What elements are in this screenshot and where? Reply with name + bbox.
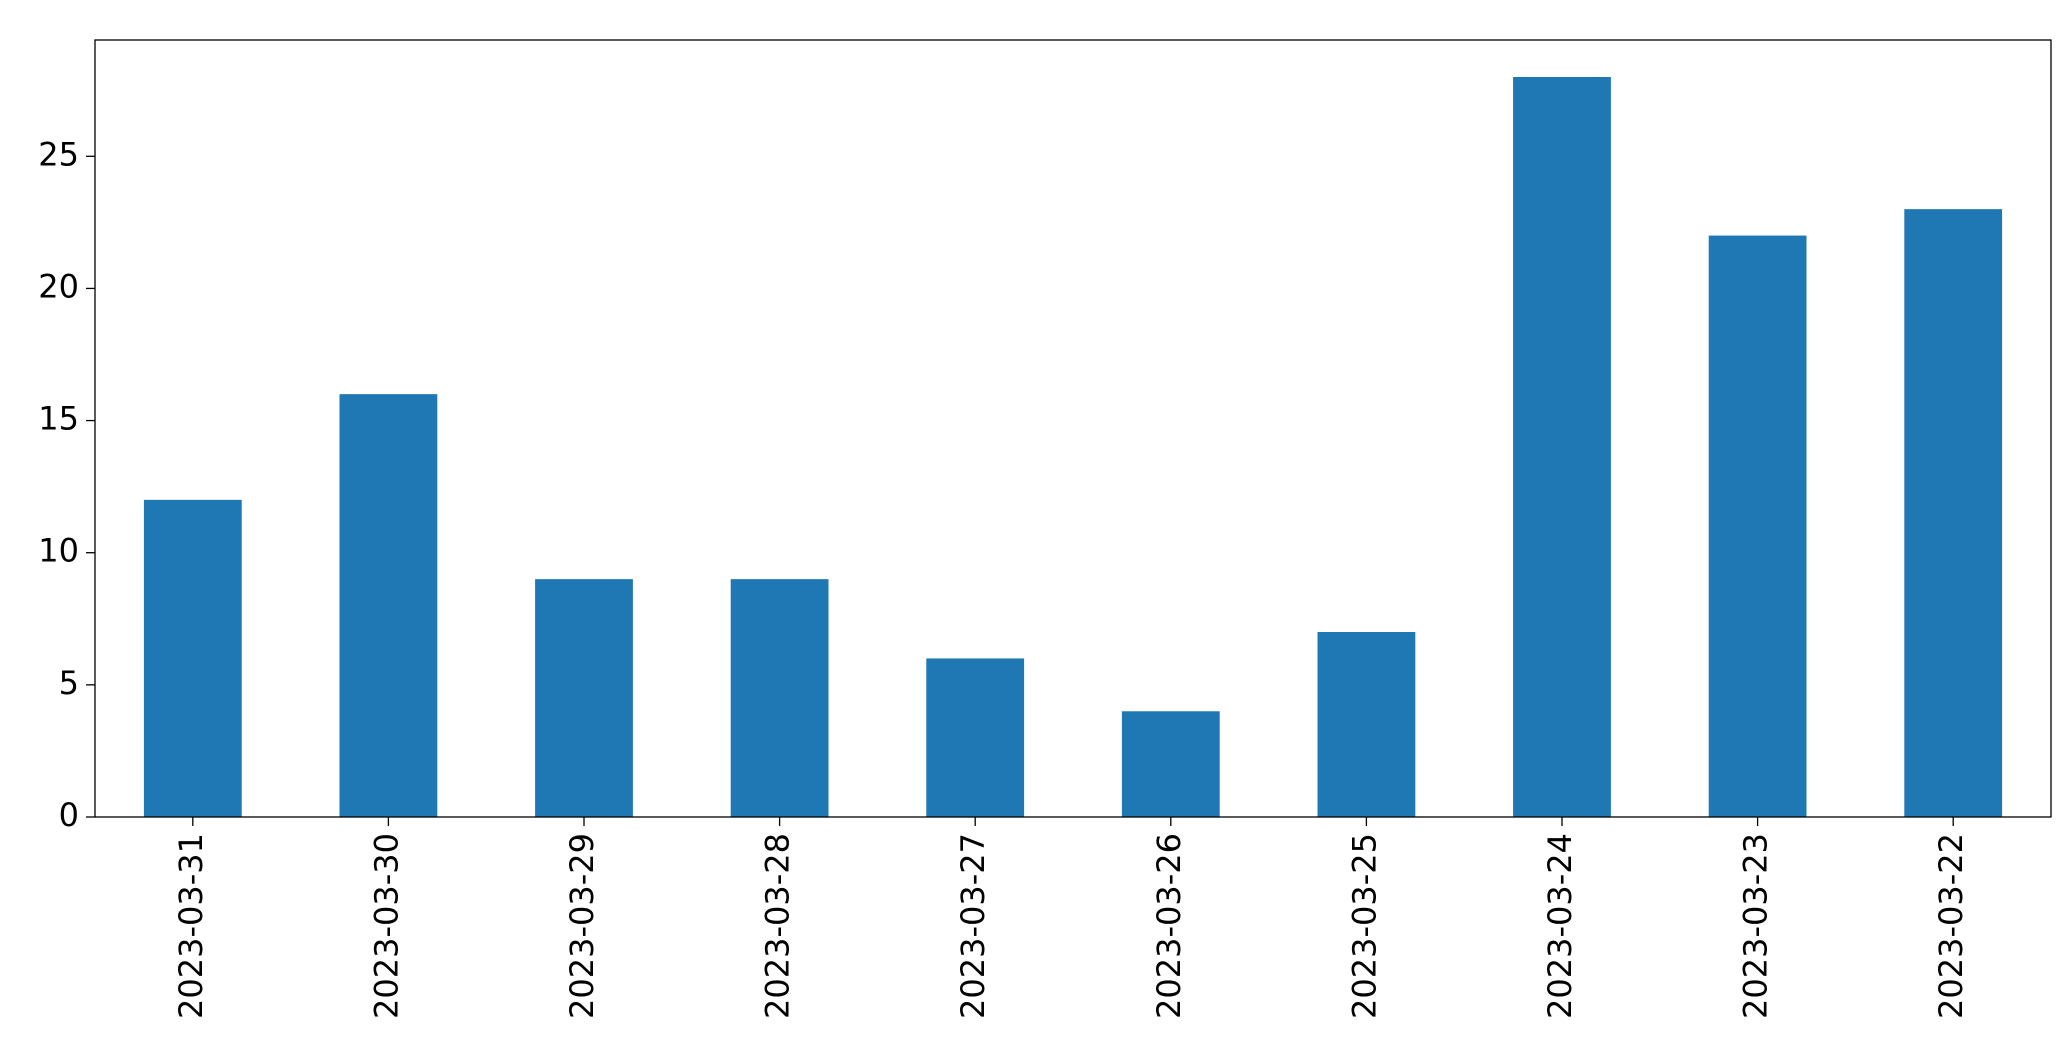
- bar: [339, 394, 438, 817]
- y-tick-label: 5: [59, 664, 79, 702]
- bar: [1121, 711, 1220, 817]
- bar: [1513, 77, 1611, 817]
- x-tick-label: 2023-03-24: [1541, 833, 1579, 1019]
- bar: [143, 499, 242, 817]
- bar: [730, 579, 829, 817]
- x-tick-label: 2023-03-26: [1150, 833, 1188, 1019]
- x-tick-label: 2023-03-30: [367, 833, 405, 1019]
- x-tick-label: 2023-03-27: [954, 833, 992, 1019]
- y-tick-label: 25: [38, 135, 79, 173]
- x-tick-label: 2023-03-22: [1932, 833, 1970, 1019]
- y-tick-label: 20: [38, 267, 79, 305]
- bar: [1708, 235, 1807, 818]
- y-tick-label: 15: [38, 400, 79, 438]
- bar: [535, 579, 633, 817]
- y-tick-label: 10: [38, 532, 79, 570]
- plot-frame: [94, 39, 2052, 818]
- bar: [1317, 632, 1416, 817]
- y-tick-label: 0: [59, 796, 79, 834]
- x-tick-label: 2023-03-25: [1345, 833, 1383, 1019]
- bar: [1904, 209, 2003, 818]
- x-tick-label: 2023-03-23: [1737, 833, 1775, 1019]
- x-tick-label: 2023-03-29: [563, 833, 601, 1019]
- bar: [926, 658, 1025, 817]
- x-tick-label: 2023-03-28: [759, 833, 797, 1019]
- x-tick-label: 2023-03-31: [172, 833, 210, 1019]
